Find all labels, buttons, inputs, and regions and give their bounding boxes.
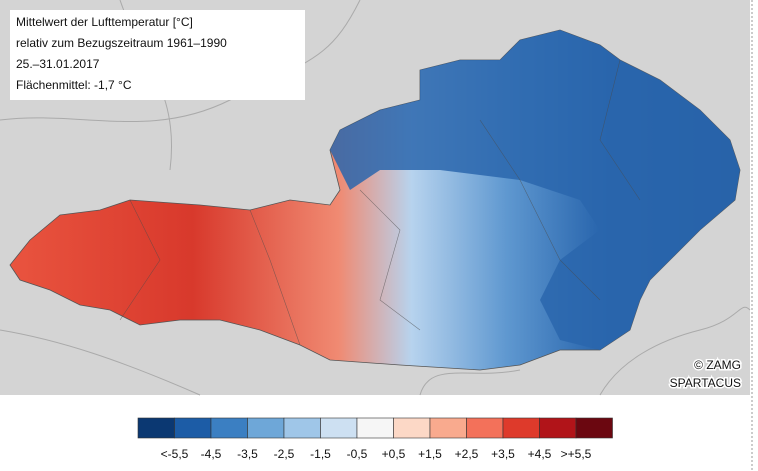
legend-label: -4,5 — [201, 447, 222, 461]
info-line: 25.–31.01.2017 — [16, 57, 100, 71]
legend-swatch — [502, 417, 540, 439]
info-box — [10, 10, 305, 100]
legend-label: +2,5 — [455, 447, 479, 461]
legend-swatch — [174, 417, 212, 439]
legend-swatch — [539, 417, 577, 439]
legend-label: -3,5 — [237, 447, 258, 461]
legend-label: <-5,5 — [161, 447, 189, 461]
legend-swatch — [356, 417, 394, 439]
northern-lowlands — [330, 30, 740, 350]
info-text: Mittelwert der Lufttemperatur [°C] relati… — [16, 15, 227, 92]
legend-label: +1,5 — [418, 447, 442, 461]
credits: © ZAMG SPARTACUS — [668, 357, 742, 392]
legend-swatch — [283, 417, 321, 439]
legend-label: -2,5 — [274, 447, 295, 461]
info-line: relativ zum Bezugszeitraum 1961–1990 — [16, 36, 227, 50]
legend-swatch — [137, 417, 175, 439]
info-line: Mittelwert der Lufttemperatur [°C] — [16, 15, 193, 29]
legend: <-5,5 -4,5 -3,5 -2,5 -1,5 -0,5 +0,5 +1,5 +2,5 +3,… — [137, 417, 613, 461]
legend-label: +0,5 — [382, 447, 406, 461]
legend-swatch — [429, 417, 467, 439]
legend-label: +3,5 — [491, 447, 515, 461]
credit-line: © ZAMG — [694, 358, 741, 372]
legend-swatch — [466, 417, 504, 439]
legend-swatch — [393, 417, 431, 439]
state-borders — [119, 59, 641, 346]
legend-label: +4,5 — [528, 447, 552, 461]
legend-swatch — [210, 417, 248, 439]
info-line: Flächenmittel: -1,7 °C — [16, 78, 132, 92]
legend-swatch — [247, 417, 285, 439]
legend-label: -1,5 — [310, 447, 331, 461]
legend-swatch — [575, 417, 613, 439]
credit-line: SPARTACUS — [670, 376, 741, 390]
legend-label: >+5,5 — [561, 447, 592, 461]
legend-label: -0,5 — [347, 447, 368, 461]
legend-swatch — [320, 417, 358, 439]
